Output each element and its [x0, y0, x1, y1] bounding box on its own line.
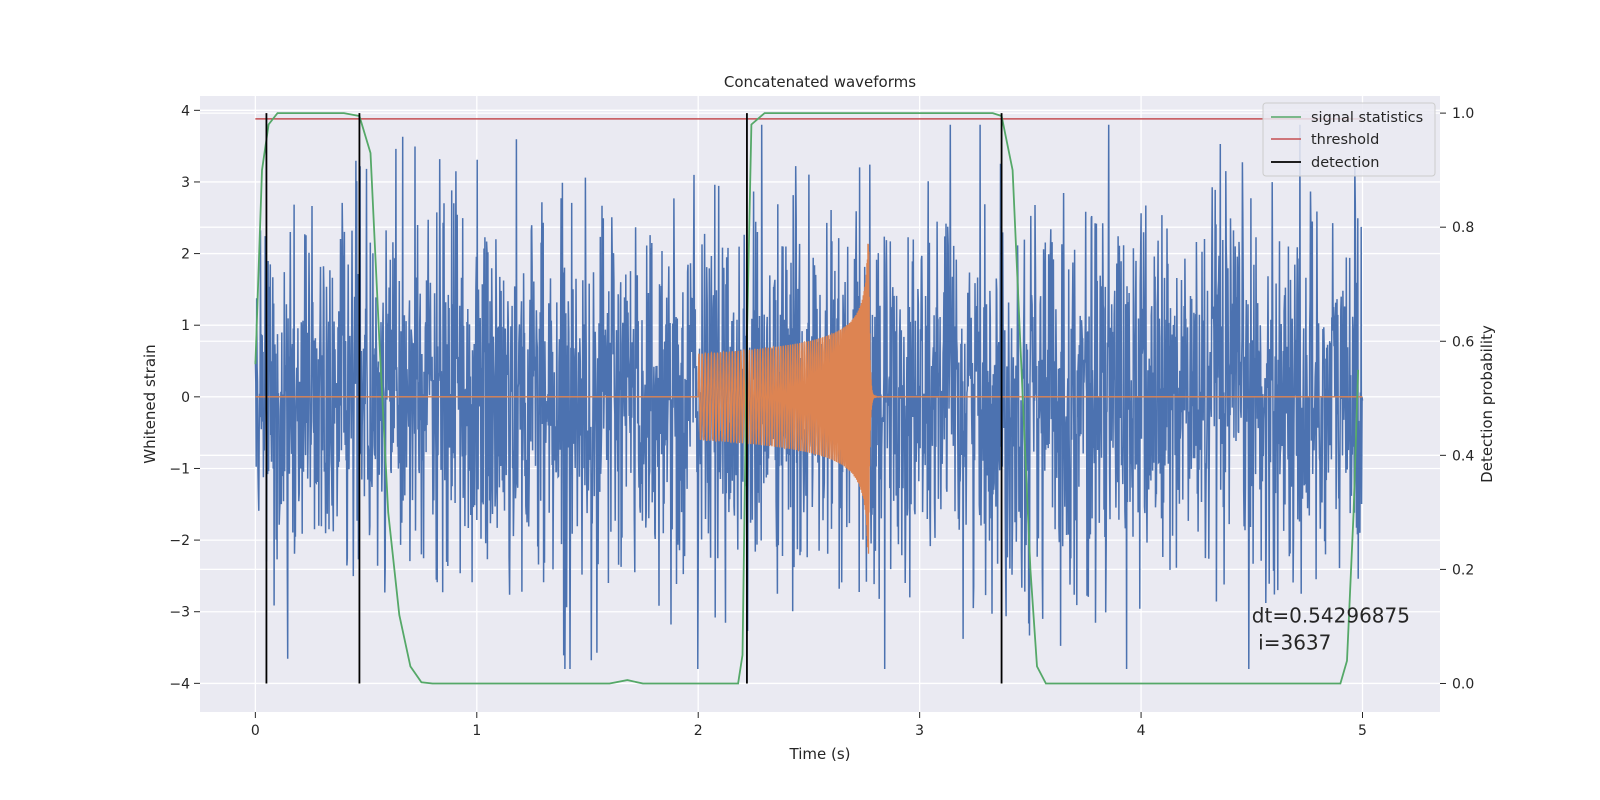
y-left-axis-ticks: −4 −3 −2 −1 0 1 2 3 4: [169, 103, 200, 692]
y-right-tick-label: 0.4: [1452, 448, 1474, 464]
series-chirp-waveform-line: [255, 243, 1363, 554]
y-right-tick-label: 0.8: [1452, 220, 1474, 236]
y-right-tick-label: 1.0: [1452, 106, 1474, 122]
y-left-tick-label: 0: [181, 390, 190, 406]
x-axis-ticks: 0 1 2 3 4 5: [251, 712, 1367, 739]
y-left-tick-label: 3: [181, 175, 190, 191]
y-right-axis-label: Detection probability: [1478, 325, 1496, 483]
y-right-tick-label: 0.0: [1452, 676, 1474, 692]
y-left-tick-label: −4: [169, 676, 190, 692]
x-axis-label: Time (s): [789, 745, 851, 763]
y-left-tick-label: −2: [169, 533, 190, 549]
x-tick-label: 4: [1137, 723, 1146, 739]
series-whitened-strain-line: [254, 124, 1364, 670]
legend-label-signal-statistics: signal statistics: [1311, 110, 1423, 126]
x-tick-label: 1: [472, 723, 481, 739]
y-right-axis-ticks: 0.0 0.2 0.4 0.6 0.8 1.0: [1440, 106, 1474, 692]
series-signal-statistics-line: [254, 112, 1359, 685]
y-left-tick-label: −3: [169, 605, 190, 621]
legend-label-threshold: threshold: [1311, 132, 1379, 148]
y-left-tick-label: 2: [181, 247, 190, 263]
annotation-index: i=3637: [1252, 631, 1332, 655]
y-right-tick-label: 0.2: [1452, 562, 1474, 578]
x-tick-label: 0: [251, 723, 260, 739]
y-left-tick-label: −1: [169, 461, 190, 477]
y-right-tick-label: 0.6: [1452, 334, 1474, 350]
y-left-axis-label: Whitened strain: [141, 344, 159, 463]
y-left-tick-label: 4: [181, 103, 190, 119]
y-left-tick-label: 1: [181, 318, 190, 334]
legend: signal statistics threshold detection: [1262, 102, 1436, 177]
x-tick-label: 2: [694, 723, 703, 739]
x-tick-label: 3: [915, 723, 924, 739]
legend-box: [1262, 102, 1436, 177]
series-layer: [254, 112, 1364, 685]
x-tick-label: 5: [1358, 723, 1367, 739]
annotation: dt=0.54296875 i=3637: [1252, 604, 1410, 655]
annotation-dt: dt=0.54296875: [1252, 604, 1410, 628]
legend-label-detection: detection: [1311, 155, 1379, 171]
chart-title: Concatenated waveforms: [724, 73, 916, 91]
